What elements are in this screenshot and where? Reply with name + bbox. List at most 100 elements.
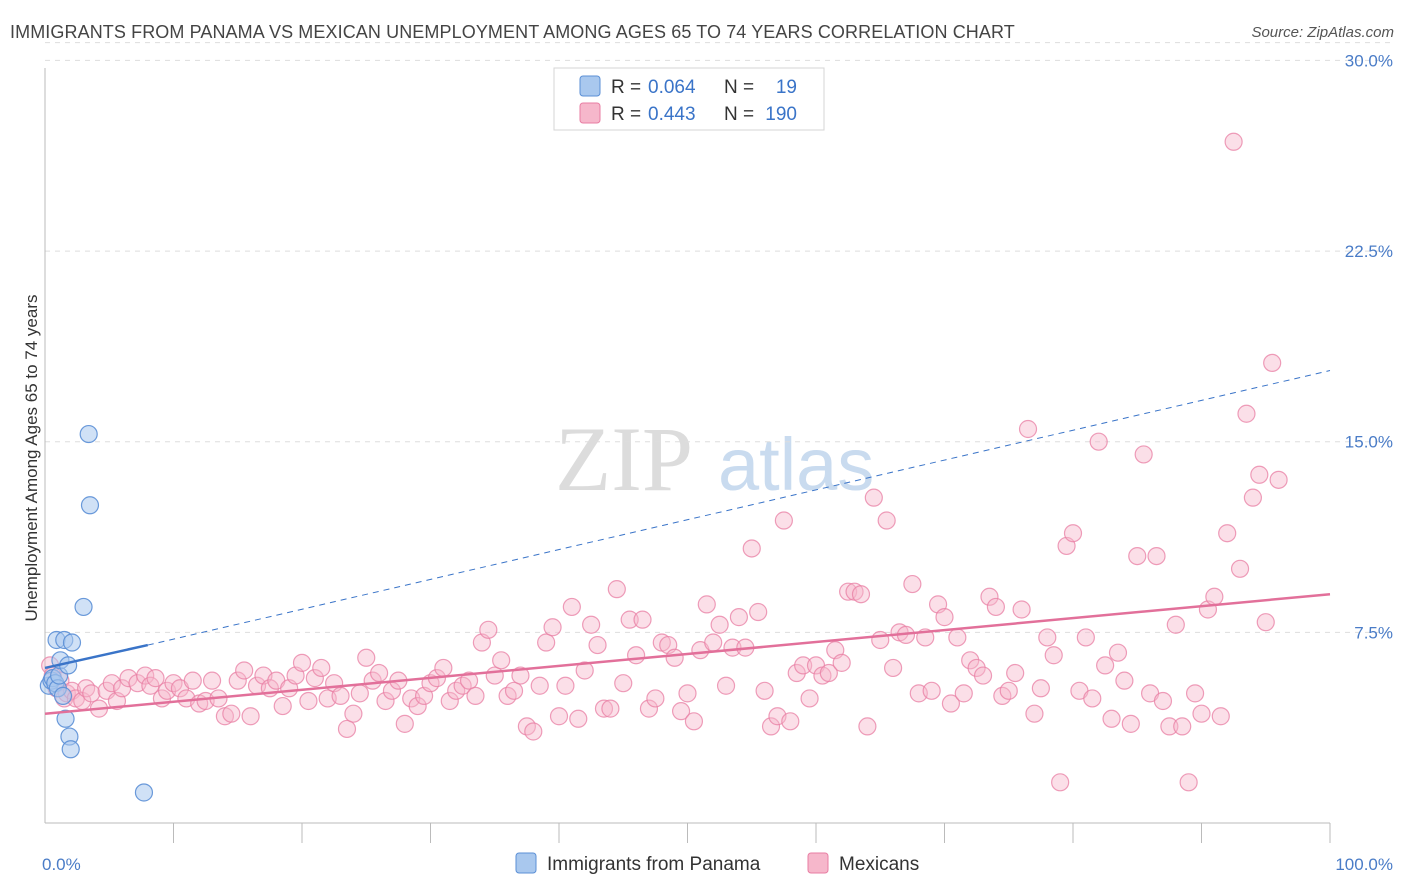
mexicans-point: [235, 661, 254, 680]
mexicans-point: [543, 618, 562, 637]
legend-swatch-mexicans: [579, 102, 601, 124]
mexicans-point: [1192, 704, 1211, 723]
mexicans-point: [1121, 714, 1140, 733]
panama-point: [80, 496, 100, 515]
mexicans-point: [299, 691, 318, 711]
mexicans-point: [588, 635, 607, 655]
trend-lines: [44, 370, 1331, 715]
mexicans-point: [524, 722, 543, 741]
mexicans-point: [292, 653, 312, 672]
mexicans-point: [819, 663, 838, 683]
mexicans-point: [1018, 419, 1038, 439]
mexicans-point: [704, 633, 723, 652]
mexicans-point: [363, 671, 382, 690]
mexicans-point: [1102, 709, 1121, 728]
mexicans-point: [1160, 717, 1179, 736]
mexicans-point: [337, 719, 357, 739]
mexicans-point: [980, 587, 999, 606]
mexicans-point: [607, 580, 626, 599]
mexicans-point: [922, 681, 941, 700]
source-label: Source: ZipAtlas.com: [1251, 24, 1394, 41]
mexicans-point: [530, 676, 549, 695]
mexicans-point: [729, 608, 749, 627]
mexicans-point: [504, 681, 524, 700]
mexicans-point: [331, 686, 350, 706]
mexicans-point: [1134, 445, 1153, 464]
mexicans-point: [883, 658, 903, 678]
mexicans-point: [948, 628, 967, 647]
panama-points: [39, 424, 154, 802]
mexicans-point: [1256, 613, 1275, 632]
panama-trend-line: [44, 643, 149, 670]
mexicans-point: [1218, 524, 1237, 543]
mexicans-point: [1147, 546, 1166, 566]
mexicans-point: [1096, 656, 1115, 675]
mexicans-point: [697, 595, 716, 614]
mexicans-point: [1173, 717, 1192, 736]
mexicans-point: [82, 684, 101, 703]
x-tick-label-min: 0.0%: [42, 855, 81, 874]
mexicans-point: [77, 679, 96, 698]
panama-point: [61, 740, 80, 759]
mexicans-points: [41, 132, 1288, 792]
panama-trend-extension: [147, 370, 1331, 646]
mexicans-point: [1063, 524, 1083, 543]
mexicans-point: [492, 651, 511, 670]
legend-mexicans-r-label: R =: [611, 104, 641, 125]
mexicans-point: [1237, 404, 1256, 423]
panama-point: [62, 633, 82, 652]
mexicans-point: [620, 610, 639, 629]
mexicans-point: [961, 651, 980, 670]
mexicans-point: [1205, 587, 1224, 606]
mexicans-point: [1044, 646, 1063, 665]
mexicans-point: [800, 689, 819, 708]
mexicans-point: [582, 615, 601, 634]
mexicans-point: [639, 699, 659, 718]
mexicans-point: [858, 717, 877, 736]
mexicans-point: [671, 702, 691, 721]
mexicans-point: [228, 671, 247, 690]
mexicans-point: [370, 663, 389, 683]
mexicans-point: [511, 666, 530, 685]
y-axis-label: Unemployment Among Ages 65 to 74 years: [22, 295, 41, 622]
y-tick-label: 15.0%: [1345, 433, 1393, 452]
panama-point: [74, 597, 93, 617]
mexicans-point: [1038, 628, 1057, 647]
mexicans-point: [1185, 684, 1205, 703]
mexicans-point: [1089, 432, 1108, 451]
mexicans-point: [665, 648, 684, 667]
mexicans-point: [986, 597, 1006, 617]
mexicans-point: [999, 681, 1018, 700]
mexicans-point: [871, 630, 890, 650]
mexicans-point: [716, 676, 736, 695]
legend-swatch-panama: [579, 75, 601, 97]
mexicans-point: [459, 671, 479, 690]
grid-lines: [45, 42, 1392, 633]
legend: R = 0.064 N = 19 R = 0.443 N = 190: [553, 67, 825, 131]
mexicans-point: [941, 694, 961, 713]
mexicans-point: [202, 671, 222, 690]
legend-mexicans-n-value: 190: [765, 104, 797, 125]
mexicans-point: [1166, 615, 1185, 634]
mexicans-point: [973, 666, 993, 685]
mexicans-point: [350, 684, 369, 703]
mexicans-point: [903, 574, 922, 594]
y-tick-label: 22.5%: [1345, 242, 1393, 261]
mexicans-point: [1006, 663, 1025, 683]
mexicans-point: [646, 689, 665, 708]
mexicans-point: [601, 699, 620, 718]
mexicans-point: [222, 704, 241, 723]
watermark-zip: ZIP: [555, 408, 693, 510]
mexicans-point: [1083, 689, 1102, 708]
x-tick-label-max: 100.0%: [1335, 855, 1393, 874]
mexicans-point: [787, 663, 806, 683]
mexicans-point: [241, 707, 260, 726]
mexicans-point: [723, 638, 742, 657]
mexicans-point: [305, 669, 324, 688]
mexicans-point: [485, 666, 504, 685]
mexicans-point: [614, 674, 633, 693]
bottom-legend-panama: Immigrants from Panama: [547, 854, 761, 875]
mexicans-point: [1243, 488, 1263, 507]
mexicans-point: [1211, 707, 1230, 726]
